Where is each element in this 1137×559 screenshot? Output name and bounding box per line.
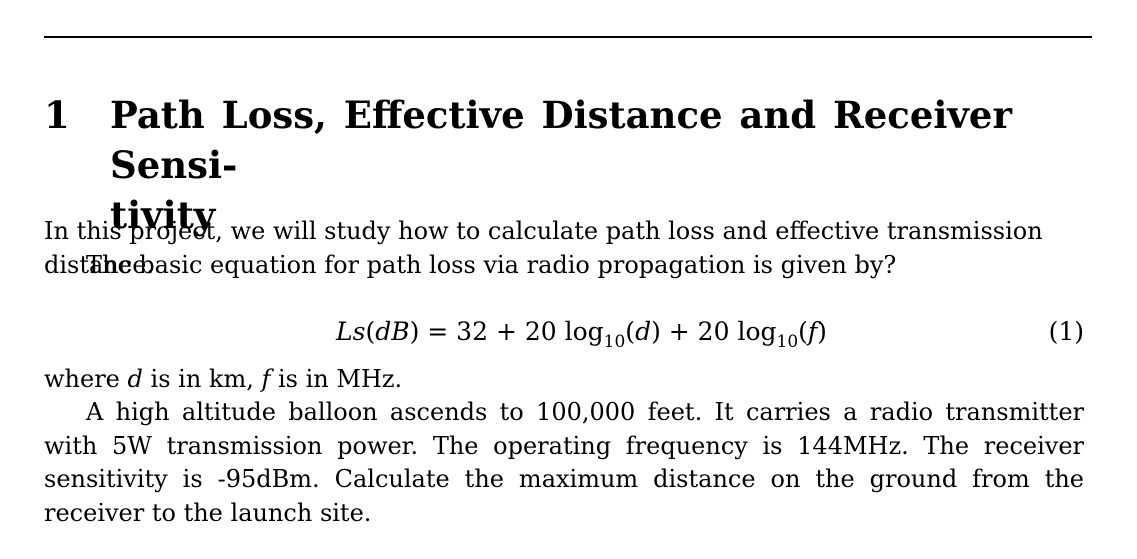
eq-lhs: Ls xyxy=(336,317,366,346)
equation-number: (1) xyxy=(1048,317,1084,346)
eq-sub1: 10 xyxy=(603,332,626,352)
equation-body: Ls(dB) = 32 + 20 log10(d) + 20 log10(f) xyxy=(336,312,827,352)
var-f: f xyxy=(261,365,271,393)
eq-arg2: (f) xyxy=(798,317,827,346)
eq-rhs-part2: + 20 log xyxy=(660,317,777,346)
header-rule xyxy=(44,36,1092,38)
section-number: 1 xyxy=(44,93,70,137)
section-title-line1: Path Loss, Effective Distance and Receiv… xyxy=(110,93,1012,187)
eq-rhs-part1: = 32 + 20 log xyxy=(419,317,604,346)
where-prefix: where xyxy=(44,365,128,393)
where-suffix: is in MHz. xyxy=(270,365,403,393)
path-loss-equation: Ls(dB) = 32 + 20 log10(d) + 20 log10(f) … xyxy=(44,312,1084,352)
section-title-line2: tivity xyxy=(110,193,216,237)
problem-paragraph: A high altitude balloon ascends to 100,0… xyxy=(44,396,1084,530)
where-mid: is in km, xyxy=(142,365,262,393)
section-title: Path Loss, Effective Distance and Receiv… xyxy=(110,90,1090,240)
eq-arg1: (d) xyxy=(625,317,661,346)
var-d: d xyxy=(127,365,143,393)
problem-text: A high altitude balloon ascends to 100,0… xyxy=(44,398,1084,527)
eq-lhs-arg: (dB) xyxy=(365,317,420,346)
eq-sub2: 10 xyxy=(776,332,799,352)
intro-paragraph: In this project, we will study how to ca… xyxy=(44,217,1043,279)
where-line: where d is in km, f is in MHz. xyxy=(44,362,1084,396)
equation-lead-paragraph: The basic equation for path loss via rad… xyxy=(86,251,897,279)
